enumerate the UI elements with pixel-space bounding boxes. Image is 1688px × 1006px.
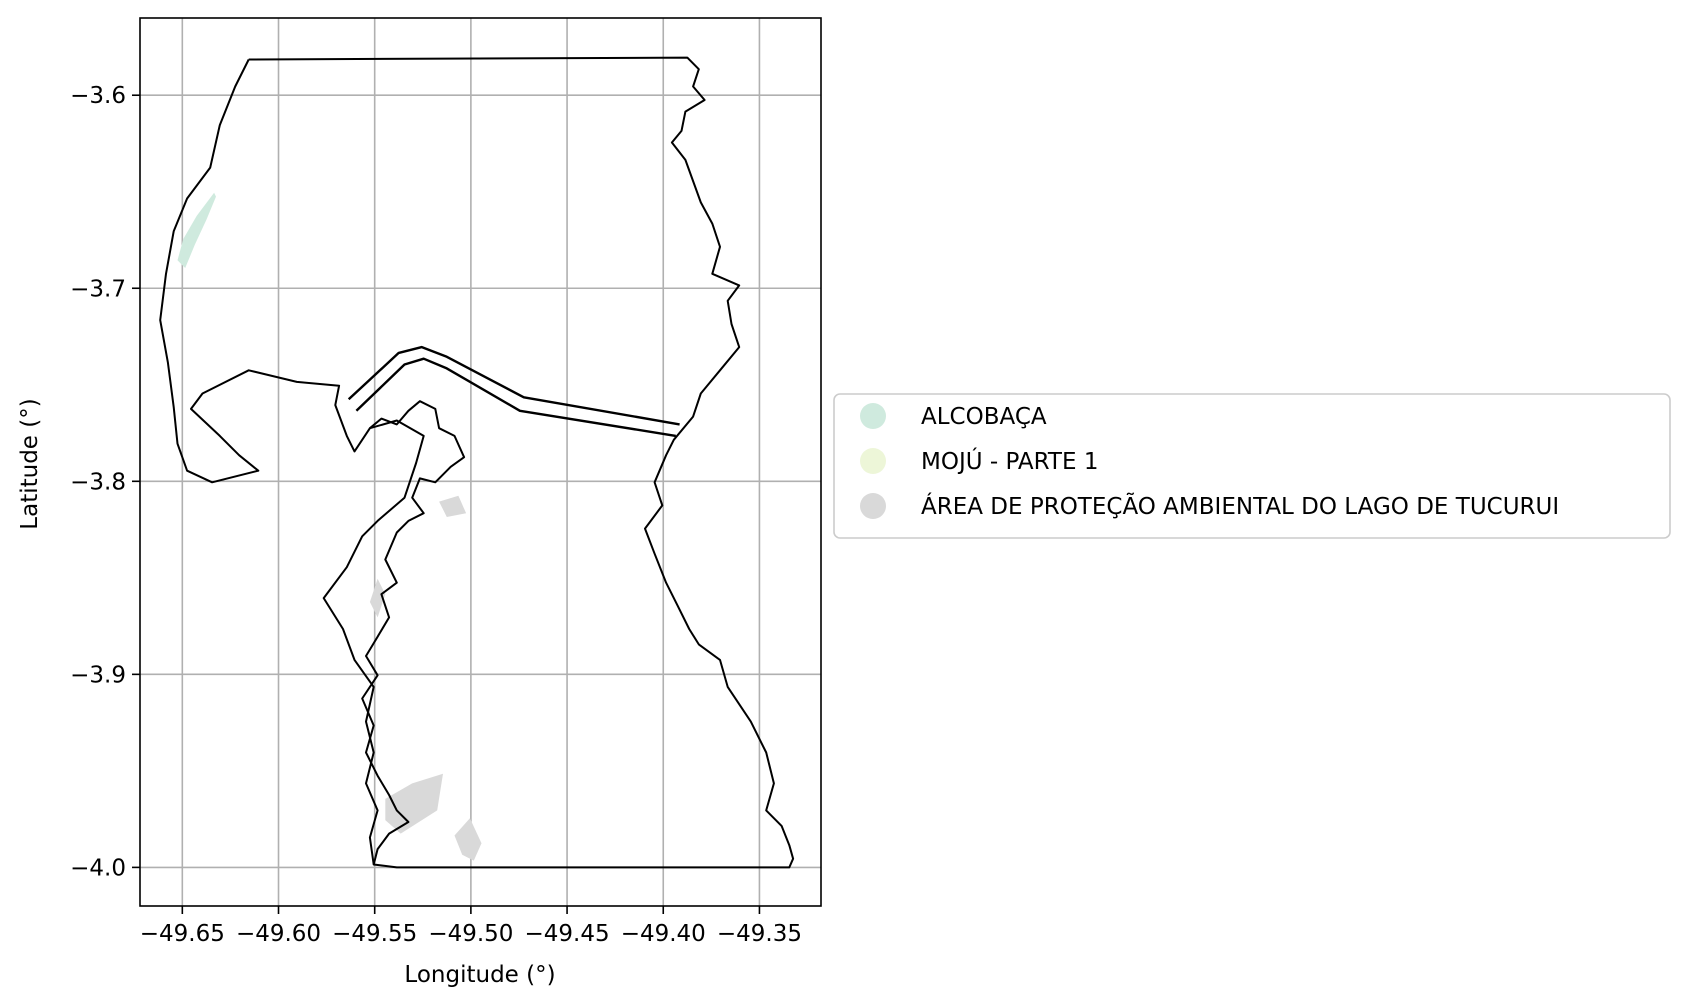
x-tick-label-4: −49.45 [525, 921, 610, 947]
x-tick-label-1: −49.60 [236, 921, 321, 947]
reservoir-shoreline [361, 400, 466, 865]
y-tick-label-0: −3.6 [70, 83, 126, 109]
x-axis-ticks: −49.65 −49.60 −49.55 −49.50 −49.45 −49.40 −49.… [140, 906, 802, 947]
apa-area-1 [385, 773, 443, 834]
x-tick-label-2: −49.55 [332, 921, 417, 947]
municipal-boundary [159, 56, 795, 869]
x-tick-label-6: −49.35 [717, 921, 802, 947]
legend-label-0: ALCOBAÇA [921, 404, 1047, 430]
y-axis-ticks: −3.6 −3.7 −3.8 −3.9 −4.0 [70, 83, 140, 881]
legend-marker-1 [860, 448, 886, 474]
grid-lines [140, 18, 821, 906]
x-axis-label: Longitude (°) [404, 962, 555, 988]
legend: ALCOBAÇA MOJÚ - PARTE 1 ÁREA DE PROTEÇÃO A… [833, 393, 1671, 539]
y-tick-label-2: −3.8 [70, 469, 126, 495]
alcobaca-area [177, 192, 216, 268]
legend-entries: ALCOBAÇA MOJÚ - PARTE 1 ÁREA DE PROTEÇÃO A… [860, 403, 1559, 520]
legend-marker-2 [860, 493, 886, 519]
legend-label-1: MOJÚ - PARTE 1 [921, 447, 1098, 475]
legend-marker-0 [860, 403, 886, 429]
y-tick-label-3: −3.9 [70, 662, 126, 688]
x-tick-label-3: −49.50 [428, 921, 513, 947]
shaded-areas [177, 192, 482, 861]
y-axis-label: Latitude (°) [17, 398, 43, 529]
corridor-north-edge [347, 345, 680, 426]
corridor-south-edge [355, 357, 676, 438]
y-tick-label-1: −3.7 [70, 276, 126, 302]
boundaries [159, 56, 795, 869]
x-tick-label-5: −49.40 [621, 921, 706, 947]
legend-label-2: ÁREA DE PROTEÇÃO AMBIENTAL DO LAGO DE TU… [921, 492, 1559, 520]
plot-frame [139, 17, 822, 907]
apa-area-2 [454, 818, 482, 861]
x-tick-label-0: −49.65 [140, 921, 225, 947]
apa-area-0 [439, 495, 467, 517]
y-tick-label-4: −4.0 [70, 855, 126, 881]
plot-area [140, 18, 821, 906]
legend-box [833, 393, 1671, 539]
apa-area-3 [369, 578, 386, 618]
